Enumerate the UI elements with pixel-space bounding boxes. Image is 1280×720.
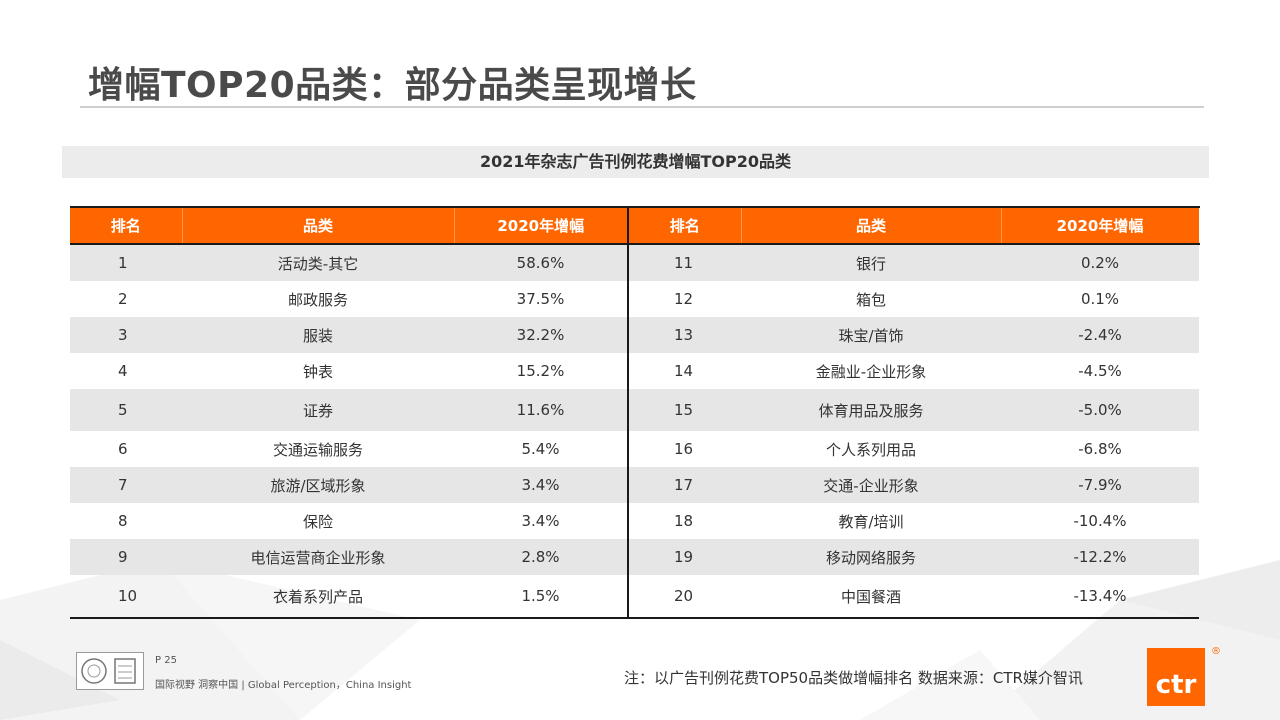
rank-cell: 16 (674, 440, 694, 458)
category-cell: 交通运输服务 (272, 440, 363, 459)
table-row: 2 邮政服务 37.5% 12 箱包 0.1% (70, 281, 1199, 317)
ranking-table: 排名 品类 2020年增幅 排名 品类 2020年增幅 1 活动类-其它 58.… (70, 206, 1200, 619)
growth-cell: -4.5% (1078, 362, 1122, 380)
category-cell: 教育/培训 (838, 512, 904, 531)
table-subtitle: 2021年杂志广告刊例花费增幅TOP20品类 (62, 146, 1209, 178)
rank-cell: 7 (70, 467, 182, 503)
growth-cell: -5.0% (1001, 389, 1199, 431)
table-row: 6 交通运输服务 5.4% 16 个人系列用品 -6.8% (70, 431, 1199, 467)
header-rank: 排名 (628, 206, 742, 245)
header-category: 品类 (741, 206, 1002, 245)
growth-cell: -12.2% (1001, 539, 1199, 575)
category-cell: 钟表 (302, 362, 333, 381)
rank-cell: 15 (628, 389, 741, 431)
ctr-logo-text: ctr (1155, 670, 1197, 700)
header-category: 品类 (182, 206, 455, 245)
page-number: P 25 (155, 655, 177, 666)
source-note: 注：以广告刊例花费TOP50品类做增幅排名 数据来源：CTR媒介智讯 (624, 669, 1083, 687)
growth-cell: -13.4% (1073, 587, 1127, 605)
table-row: 9 电信运营商企业形象 2.8% 19 移动网络服务 -12.2% (70, 539, 1199, 575)
header-growth: 2020年增幅 (454, 206, 629, 245)
growth-cell: -6.8% (1078, 440, 1122, 458)
rank-cell: 18 (674, 512, 694, 530)
header-growth: 2020年增幅 (1001, 206, 1200, 245)
rank-cell: 3 (70, 317, 182, 353)
table-row: 10 衣着系列产品 1.5% 20 中国餐酒 -13.4% (70, 575, 1199, 618)
rank-cell: 14 (674, 362, 694, 380)
category-cell: 交通-企业形象 (741, 467, 1001, 503)
rank-cell: 10 (118, 587, 138, 605)
ctr-logo: ctr (1147, 648, 1205, 706)
table-header-row: 排名 品类 2020年增幅 排名 品类 2020年增幅 (70, 206, 1200, 245)
category-cell: 箱包 (855, 290, 886, 309)
rank-cell: 19 (628, 539, 741, 575)
category-cell: 证券 (182, 389, 454, 431)
category-cell: 活动类-其它 (182, 244, 454, 281)
category-cell: 移动网络服务 (741, 539, 1001, 575)
category-cell: 电信运营商企业形象 (182, 539, 454, 575)
growth-cell: -2.4% (1001, 317, 1199, 353)
category-cell: 邮政服务 (287, 290, 348, 309)
category-cell: 旅游/区域形象 (182, 467, 454, 503)
growth-cell: 5.4% (454, 431, 629, 467)
table-row: 1 活动类-其它 58.6% 11 银行 0.2% (70, 244, 1199, 281)
growth-cell: 1.5% (454, 575, 629, 618)
page-title: 增幅TOP20品类：部分品类呈现增长 (88, 65, 697, 106)
category-cell: 保险 (302, 512, 333, 531)
growth-cell: 0.1% (1080, 290, 1120, 308)
category-cell: 个人系列用品 (825, 440, 916, 459)
rank-cell: 4 (118, 362, 128, 380)
rank-cell: 9 (70, 539, 182, 575)
rank-cell: 11 (628, 244, 741, 281)
table-row: 3 服装 32.2% 13 珠宝/首饰 -2.4% (70, 317, 1199, 353)
growth-cell: 3.4% (454, 503, 629, 539)
rank-cell: 5 (70, 389, 182, 431)
rank-cell: 6 (118, 440, 128, 458)
header-rank: 排名 (70, 206, 183, 245)
growth-cell: 3.4% (454, 467, 629, 503)
growth-cell: 2.8% (454, 539, 629, 575)
rank-cell: 1 (70, 244, 182, 281)
rank-cell: 8 (118, 512, 128, 530)
category-cell: 体育用品及服务 (741, 389, 1001, 431)
growth-cell: 37.5% (454, 281, 629, 317)
growth-cell: 32.2% (454, 317, 629, 353)
registered-mark: ® (1211, 646, 1221, 657)
footer-tagline: 国际视野 洞察中国 | Global Perception，China Insi… (155, 680, 412, 691)
table-row: 7 旅游/区域形象 3.4% 17 交通-企业形象 -7.9% (70, 467, 1199, 503)
rank-cell: 12 (674, 290, 694, 308)
category-cell: 金融业-企业形象 (815, 362, 927, 381)
rank-cell: 2 (118, 290, 128, 308)
rank-cell: 13 (628, 317, 741, 353)
category-cell: 珠宝/首饰 (741, 317, 1001, 353)
growth-cell: 15.2% (454, 353, 629, 389)
growth-cell: 58.6% (454, 244, 629, 281)
category-cell: 服装 (182, 317, 454, 353)
table-row: 8 保险 3.4% 18 教育/培训 -10.4% (70, 503, 1199, 539)
title-divider (80, 106, 1204, 108)
table-row: 5 证券 11.6% 15 体育用品及服务 -5.0% (70, 389, 1199, 431)
category-cell: 中国餐酒 (840, 587, 901, 606)
table-row: 4 钟表 15.2% 14 金融业-企业形象 -4.5% (70, 353, 1199, 389)
category-cell: 衣着系列产品 (272, 587, 363, 606)
rank-cell: 17 (628, 467, 741, 503)
growth-cell: -7.9% (1001, 467, 1199, 503)
growth-cell: 0.2% (1001, 244, 1199, 281)
certification-logos (76, 652, 144, 690)
growth-cell: 11.6% (454, 389, 629, 431)
category-cell: 银行 (741, 244, 1001, 281)
growth-cell: -10.4% (1073, 512, 1127, 530)
rank-cell: 20 (674, 587, 694, 605)
